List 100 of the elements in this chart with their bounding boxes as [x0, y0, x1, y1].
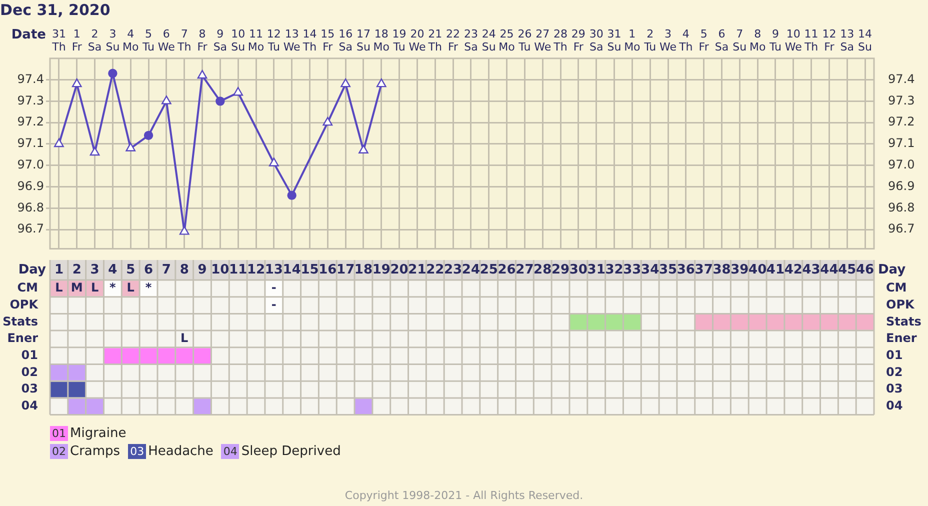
bar — [68, 398, 104, 414]
x-tick-label: 11 Mo — [248, 27, 264, 54]
point — [126, 142, 136, 152]
x-tick-label: 20 — [390, 262, 408, 278]
x-tick-label: 30 Sa — [589, 27, 604, 54]
x-tick-label: 24 Su — [482, 27, 496, 54]
point — [144, 130, 154, 140]
x-axis-title: Date — [11, 27, 46, 42]
bar — [104, 348, 212, 364]
x-tick-label: 12 Fr — [822, 27, 836, 54]
x-tick-label: 45 — [838, 262, 856, 278]
bar — [569, 314, 642, 330]
x-tick-label: 10 We — [784, 27, 802, 54]
annotation: M — [70, 280, 83, 295]
x-tick-label: 6 — [144, 262, 154, 278]
point — [162, 96, 172, 104]
x-tick-label: 12 — [246, 262, 266, 278]
x-tick-label: 21 — [408, 262, 426, 278]
x-tick-label: 44 — [820, 262, 838, 278]
x-tick-label: 31 — [587, 262, 606, 278]
text: 04 Sleep Deprived — [222, 444, 341, 458]
x-tick-label: 23 Sa — [464, 27, 478, 54]
x-tick-label: 7 Th — [176, 27, 192, 54]
x-tick-label: 31 Su — [607, 27, 622, 54]
x-tick-label: 8 Mo — [749, 27, 766, 54]
x-tick-label: 25 Mo — [498, 27, 516, 54]
x-tick-label: 25 — [480, 262, 498, 278]
x-tick-label: 19 — [372, 262, 390, 278]
x-tick-label: 4 Th — [678, 27, 693, 54]
x-tick-label: 6 We — [158, 27, 176, 54]
x-tick-label: 5 Tu — [142, 27, 155, 54]
x-tick-label: 23 — [444, 262, 462, 278]
x-tick-label: 9 Tu — [768, 27, 782, 54]
x-tick-label: 1 Mo — [624, 27, 641, 54]
annotation: L — [126, 280, 135, 295]
y-tick-label: 96.7 — [17, 222, 44, 236]
x-tick-label: 17 — [336, 262, 355, 278]
x-tick-label: 9 Sa — [213, 27, 228, 54]
y-tick-label: 97.3 — [17, 93, 44, 108]
point — [340, 78, 350, 88]
y-tick-label: 97.0 — [17, 157, 44, 172]
x-tick-label: 13 — [264, 262, 283, 278]
x-tick-label: 5 Fr — [698, 27, 710, 54]
x-tick-label: 26 — [498, 262, 516, 278]
point — [72, 78, 82, 88]
x-tick-label: 4 Mo — [122, 27, 139, 54]
x-tick-label: 34 — [641, 262, 660, 278]
x-tick-label: 3 We — [660, 27, 677, 54]
y-tick-label: OPK — [886, 297, 915, 312]
x-tick-label: 29 Fr — [571, 27, 586, 54]
x-tick-label: 12 Tu — [266, 27, 281, 54]
point — [233, 87, 244, 96]
text: 01 Migraine — [51, 426, 126, 440]
y-tick-label: 04 — [886, 398, 903, 412]
x-tick-label: 8 Fr — [197, 27, 208, 54]
x-tick-label: 2 Sa — [88, 27, 102, 54]
point — [322, 116, 333, 126]
y-tick-label: 02 — [886, 364, 903, 379]
point — [358, 144, 368, 154]
chart-title: Dec 31, 2020 — [0, 0, 110, 19]
point — [216, 96, 225, 106]
x-tick-label: 4 — [108, 262, 118, 278]
x-tick-label: 19 Tu — [392, 27, 406, 54]
annotation: L — [180, 331, 189, 346]
x-tick-label: 2 — [72, 262, 82, 278]
y-tick-label: 01 — [886, 348, 903, 362]
x-tick-label: 15 — [300, 262, 319, 278]
x-tick-label: 36 — [676, 262, 695, 278]
x-tick-label: 35 — [658, 262, 678, 278]
text: Day — [18, 262, 46, 278]
x-tick-label: 1 Fr — [72, 27, 82, 54]
x-tick-label: 11 — [229, 262, 248, 278]
x-tick-label: 27 We — [534, 27, 552, 54]
x-tick-label: 13 We — [283, 27, 301, 54]
point — [54, 138, 64, 148]
x-tick-label: 5 — [126, 262, 136, 278]
annotation: * — [145, 280, 152, 295]
x-tick-label: 17 Su — [356, 27, 370, 54]
x-tick-label: 8 — [180, 262, 189, 278]
x-tick-label: 41 — [766, 262, 785, 278]
x-tick-label: 33 — [623, 262, 642, 278]
x-tick-label: 9 — [198, 262, 207, 278]
y-tick-label: 97.2 — [17, 114, 44, 129]
x-tick-label: 10 — [211, 262, 230, 278]
x-tick-label: 7 Su — [732, 27, 747, 54]
annotation: - — [271, 297, 276, 312]
x-tick-label: 18 Mo — [373, 27, 390, 54]
x-tick-label: 13 Sa — [840, 27, 854, 54]
x-tick-label: 46 — [856, 262, 874, 278]
y-tick-label: 97.4 — [17, 72, 44, 86]
x-tick-label: 22 Fr — [446, 27, 460, 54]
y-tick-label: 03 — [886, 382, 903, 396]
x-tick-label: 11 Th — [803, 27, 818, 54]
x-tick-label: 29 — [551, 262, 570, 278]
x-tick-label: 31 Th — [51, 27, 66, 54]
x-tick-label: 3 Su — [106, 27, 120, 54]
x-tick-label: 14 Th — [302, 27, 317, 54]
x-tick-label: 43 — [802, 262, 820, 278]
bar — [50, 364, 86, 380]
y-tick-label: CM — [886, 280, 907, 295]
